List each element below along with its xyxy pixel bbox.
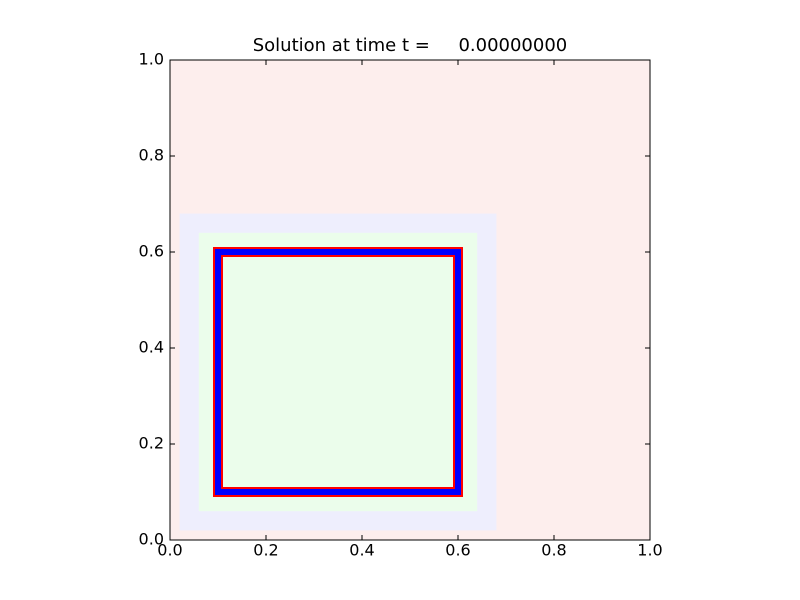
outline — [214, 248, 462, 496]
patch — [198, 232, 478, 512]
y-tick-label: 0.2 — [139, 434, 164, 453]
x-tick-label: 0.2 — [253, 541, 278, 560]
outline-edge — [213, 247, 463, 497]
x-tick-label: 0.4 — [349, 541, 374, 560]
y-tick-label: 1.0 — [139, 50, 164, 69]
x-tick-label: 0.0 — [157, 541, 182, 560]
outline-edge — [221, 255, 455, 489]
y-tick-label: 0.0 — [139, 530, 164, 549]
y-tick-label: 0.4 — [139, 338, 164, 357]
chart-title: Solution at time t = 0.00000000 — [253, 35, 568, 56]
axes-frame — [169, 59, 651, 541]
x-tick-label: 0.6 — [445, 541, 470, 560]
x-tick-label: 1.0 — [637, 541, 662, 560]
y-tick-label: 0.6 — [139, 242, 164, 261]
y-tick-label: 0.8 — [139, 146, 164, 165]
x-tick-label: 0.8 — [541, 541, 566, 560]
